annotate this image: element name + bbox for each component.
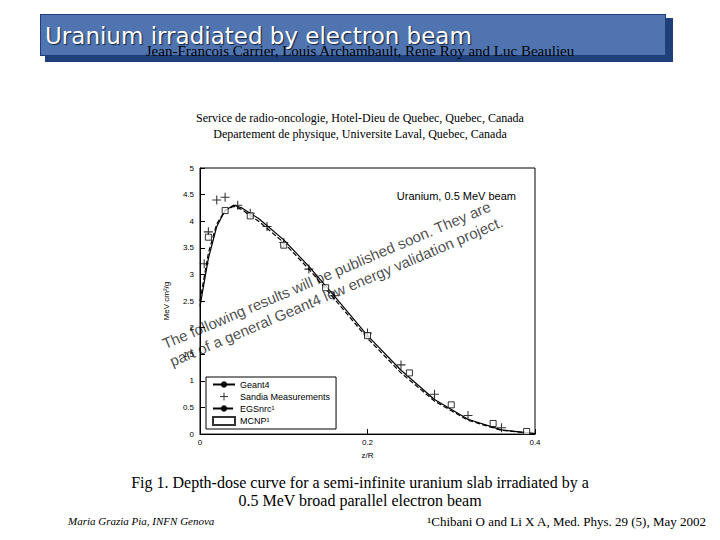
svg-text:Uranium, 0.5 MeV beam: Uranium, 0.5 MeV beam <box>397 190 516 202</box>
svg-text:5: 5 <box>190 164 195 173</box>
svg-text:0.5: 0.5 <box>183 403 195 412</box>
svg-text:2.5: 2.5 <box>183 297 195 306</box>
svg-text:0.2: 0.2 <box>362 438 374 447</box>
svg-text:0: 0 <box>190 430 195 439</box>
svg-text:MeV cm²/g: MeV cm²/g <box>162 282 171 321</box>
svg-text:3.5: 3.5 <box>183 243 195 252</box>
svg-text:1.5: 1.5 <box>183 350 195 359</box>
svg-text:4.5: 4.5 <box>183 190 195 199</box>
svg-text:1: 1 <box>190 376 195 385</box>
svg-text:MCNP¹: MCNP¹ <box>240 416 270 426</box>
svg-text:Geant4: Geant4 <box>240 380 270 390</box>
svg-text:z/R: z/R <box>362 451 374 460</box>
svg-text:Sandia Measurements: Sandia Measurements <box>240 392 331 402</box>
svg-text:0.4: 0.4 <box>529 438 541 447</box>
svg-text:0: 0 <box>198 438 203 447</box>
svg-text:EGSnrc¹: EGSnrc¹ <box>240 404 275 414</box>
svg-text:4: 4 <box>190 217 195 226</box>
svg-text:3: 3 <box>190 270 195 279</box>
svg-text:2: 2 <box>190 323 195 332</box>
